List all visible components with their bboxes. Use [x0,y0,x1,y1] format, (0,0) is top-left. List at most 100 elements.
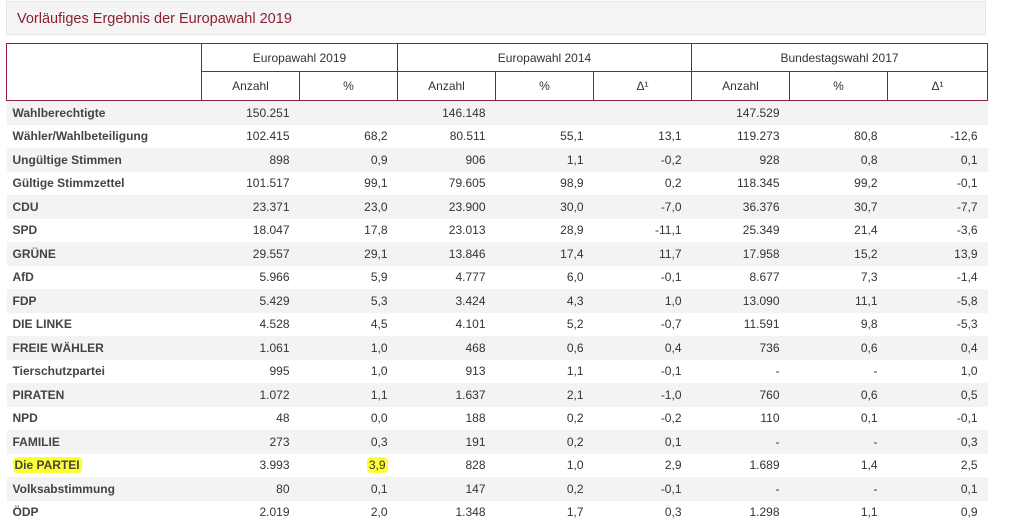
table-cell: 29,1 [299,242,398,266]
table-cell: 1,7 [495,500,594,524]
table-cell: 30,0 [495,195,594,219]
table-cell [887,100,988,125]
table-cell: 23.900 [397,195,496,219]
table-cell: -3,6 [887,218,988,242]
table-cell: 1.072 [201,383,300,407]
table-cell: 48 [201,406,300,430]
table-cell: 80.511 [397,124,496,148]
table-cell: 5,2 [495,312,594,336]
table-cell: 0,1 [887,477,988,501]
table-row: DIE LINKE 4.528 4,5 4.101 5,2 -0,7 11.591 9,8 -5… [6,312,988,336]
table-cell: 1.348 [397,500,496,524]
table-cell [789,100,888,125]
table-cell: 0,6 [495,336,594,360]
table-cell: 25.349 [691,218,790,242]
table-cell: 736 [691,336,790,360]
column-header: Δ¹ [886,71,989,101]
table-cell: 0,9 [299,148,398,172]
highlighted-text: Die PARTEI [12,457,82,474]
table-cell: 147.529 [691,100,790,125]
table-cell: -0,1 [593,359,692,383]
row-label: Wähler/Wahlbeteiligung [6,124,202,148]
table-cell: 17,8 [299,218,398,242]
table-cell: 0,6 [789,383,888,407]
table-cell: 23,0 [299,195,398,219]
table-cell: 0,1 [299,477,398,501]
table-cell: 1,0 [299,359,398,383]
row-label: Tierschutzpartei [6,359,202,383]
table-cell: 760 [691,383,790,407]
table-cell: 23.013 [397,218,496,242]
table-cell: 1,1 [495,148,594,172]
table-row: PIRATEN 1.072 1,1 1.637 2,1 -1,0 760 0,6 0,5 [6,383,988,407]
table-cell: 11,7 [593,242,692,266]
table-cell: 3,9 [299,453,398,477]
row-label: SPD [6,218,202,242]
table-cell: 0,3 [299,430,398,454]
table-cell: 1,1 [495,359,594,383]
table-cell: 0,4 [593,336,692,360]
table-cell: 36.376 [691,195,790,219]
table-cell: 28,9 [495,218,594,242]
row-label: Ungültige Stimmen [6,148,202,172]
table-cell: 99,2 [789,171,888,195]
table-cell [299,100,398,125]
table-cell: 30,7 [789,195,888,219]
table-cell: -0,1 [593,265,692,289]
table-row: CDU 23.371 23,0 23.900 30,0 -7,0 36.376 30,7 -7,… [6,195,988,219]
table-cell: 13.090 [691,289,790,313]
table-cell: 906 [397,148,496,172]
row-label: ÖDP [6,500,202,524]
table-row: Die PARTEI 3.993 3,9 828 1,0 2,9 1.689 1,4 2,5 [6,453,988,477]
table-cell: 119.273 [691,124,790,148]
table-cell: 1.298 [691,500,790,524]
table-cell: 1.061 [201,336,300,360]
table-row: AfD 5.966 5,9 4.777 6,0 -0,1 8.677 7,3 -1,4 [6,265,988,289]
table-cell: -0,2 [593,148,692,172]
table-row: Wahlberechtigte 150.251 146.148 147.529 [6,100,988,125]
column-header: Anzahl [397,71,496,101]
column-header: % [495,71,594,101]
table-cell: 928 [691,148,790,172]
table-row: Tierschutzpartei 995 1,0 913 1,1 -0,1- -1,0 [6,359,988,383]
table-cell: - [789,359,888,383]
row-label: FDP [6,289,202,313]
table-cell: 5,3 [299,289,398,313]
table-cell: 0,3 [887,430,988,454]
table-cell: 15,2 [789,242,888,266]
table-cell: 0,5 [887,383,988,407]
table-cell: 1,0 [593,289,692,313]
table-cell: 1,4 [789,453,888,477]
table-cell: 1.637 [397,383,496,407]
column-header: % [299,71,398,101]
table-row: NPD 48 0,0 188 0,2 -0,2 110 0,1 -0,1 [6,406,988,430]
row-label: FREIE WÄHLER [6,336,202,360]
table-cell: 79.605 [397,171,496,195]
column-header: Anzahl [691,71,790,101]
row-label: PIRATEN [6,383,202,407]
row-label: Gültige Stimmzettel [6,171,202,195]
table-cell: 4.777 [397,265,496,289]
table-cell: 9,8 [789,312,888,336]
table-cell: 0,6 [789,336,888,360]
group-header-europawahl-2019: Europawahl 2019 [201,43,398,72]
table-row: Volksabstimmung 80 0,1 147 0,2 -0,1- -0,1 [6,477,988,501]
table-cell: 995 [201,359,300,383]
table-cell: 0,2 [593,171,692,195]
table-cell: -0,1 [887,406,988,430]
group-header-bundestagswahl-2017: Bundestagswahl 2017 [690,43,989,72]
header-label-corner [6,43,202,101]
table-cell: -7,0 [593,195,692,219]
table-cell: 913 [397,359,496,383]
highlighted-text: 3,9 [366,457,388,474]
row-label: DIE LINKE [6,312,202,336]
table-cell: 5.429 [201,289,300,313]
table-cell: 3.424 [397,289,496,313]
table-cell: 17.958 [691,242,790,266]
table-cell: -11,1 [593,218,692,242]
table-cell: 1,0 [887,359,988,383]
table-cell: 99,1 [299,171,398,195]
table-cell: 4.528 [201,312,300,336]
title-bar: Vorläufiges Ergebnis der Europawahl 2019 [6,1,986,35]
table-cell: - [789,430,888,454]
